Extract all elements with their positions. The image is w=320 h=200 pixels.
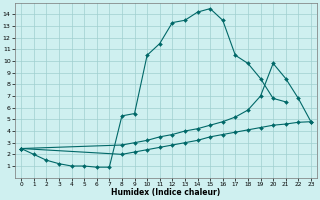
X-axis label: Humidex (Indice chaleur): Humidex (Indice chaleur) [111, 188, 221, 197]
